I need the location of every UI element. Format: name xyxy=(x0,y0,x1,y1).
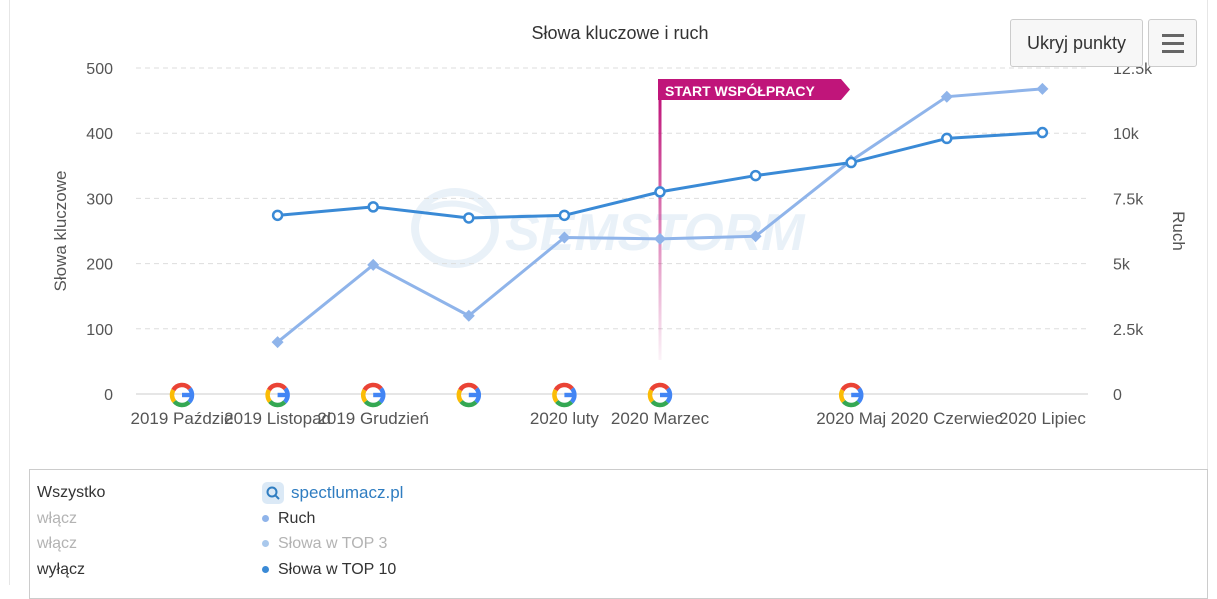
x-tick-label: 2020 Marzec xyxy=(611,409,710,428)
axis-labels: Słowa kluczowe i ruch 0 100 200 300 400 500 0 2.… xyxy=(51,23,1188,404)
data-point-top10[interactable] xyxy=(558,209,571,222)
y-right-title: Ruch xyxy=(1169,211,1188,251)
data-point-ruch[interactable] xyxy=(271,336,284,349)
legend-item-ruch[interactable]: Ruch xyxy=(262,506,403,532)
x-tick-label: 2020 luty xyxy=(530,409,599,428)
google-update-icon xyxy=(647,382,673,408)
google-update-icon xyxy=(456,382,482,408)
y-right-tick-label: 7.5k xyxy=(1113,191,1144,208)
domain-link[interactable]: spectlumacz.pl xyxy=(291,483,404,502)
legend-items: spectlumacz.pl Ruch Słowa w TOP 3 Słowa … xyxy=(262,480,403,582)
legend-panel: Wszystko włącz włącz wyłącz spectlumacz.… xyxy=(29,469,1208,599)
data-point-top10[interactable] xyxy=(271,209,284,222)
y-left-tick-label: 200 xyxy=(86,257,113,274)
data-point-ruch[interactable] xyxy=(558,231,571,244)
y-left-title: Słowa kluczowe xyxy=(51,171,70,292)
y-left-tick-label: 0 xyxy=(104,387,113,404)
hide-points-button[interactable]: Ukryj punkty xyxy=(1010,19,1143,67)
start-annotation: START WSPÓŁPRACY xyxy=(658,79,850,360)
y-right-tick-label: 5k xyxy=(1113,257,1131,274)
x-tick-label: 2019 Grudzień xyxy=(317,409,429,428)
y-right-tick-label: 0 xyxy=(1113,387,1122,404)
google-update-icon xyxy=(360,382,386,408)
x-tick-label: 2020 Maj xyxy=(816,409,886,428)
y-left-tick-label: 400 xyxy=(86,126,113,143)
legend-item-top3[interactable]: Słowa w TOP 3 xyxy=(262,531,403,557)
x-tick-label: 2020 Lipiec xyxy=(999,409,1086,428)
data-point-top10[interactable] xyxy=(1036,126,1049,139)
legend-dot-top3 xyxy=(262,540,269,548)
legend-label-ruch: Ruch xyxy=(278,509,316,527)
legend-label-top10: Słowa w TOP 10 xyxy=(278,560,397,578)
google-update-icon xyxy=(838,382,864,408)
data-point-ruch[interactable] xyxy=(367,258,380,271)
data-point-ruch[interactable] xyxy=(654,232,666,245)
legend-dot-top10 xyxy=(262,565,269,573)
data-point-top10[interactable] xyxy=(845,156,857,169)
keywords-traffic-chart: SEMSTORM START WSPÓŁPRACY 2019 Paździe20… xyxy=(51,23,1188,428)
start-label: START WSPÓŁPRACY xyxy=(665,82,816,99)
series xyxy=(271,82,1049,349)
data-point-top10[interactable] xyxy=(654,186,666,198)
start-line xyxy=(658,98,662,360)
data-point-ruch[interactable] xyxy=(940,90,953,103)
chart-title: Słowa kluczowe i ruch xyxy=(531,23,708,43)
y-right-tick-label: 10k xyxy=(1113,126,1140,143)
google-update-icon xyxy=(552,382,577,408)
x-tick-label: 2019 Listopad xyxy=(224,409,331,428)
frame-border-left xyxy=(9,0,10,585)
data-point-ruch[interactable] xyxy=(462,309,475,322)
google-update-icon xyxy=(169,382,195,408)
legend-toggles: Wszystko włącz włącz wyłącz xyxy=(37,480,105,582)
domain-search-icon xyxy=(262,481,284,504)
frame-border-right xyxy=(1207,0,1208,585)
hamburger-icon xyxy=(1161,33,1184,53)
grid xyxy=(136,67,1088,395)
legend-dot-ruch xyxy=(262,514,269,522)
x-tick-label: 2020 Czerwiec xyxy=(891,409,1004,428)
legend-item-top10[interactable]: Słowa w TOP 10 xyxy=(262,557,403,583)
toggle-top3[interactable]: włącz xyxy=(37,535,78,552)
data-point-top10[interactable] xyxy=(749,169,762,182)
legend-domain[interactable]: spectlumacz.pl xyxy=(262,480,403,506)
toggle-ruch[interactable]: włącz xyxy=(37,509,78,527)
data-point-ruch[interactable] xyxy=(749,230,762,243)
data-point-top10[interactable] xyxy=(941,132,953,145)
toggle-all[interactable]: Wszystko xyxy=(37,484,106,501)
y-left-tick-label: 100 xyxy=(86,322,113,339)
legend-label-top3: Słowa w TOP 3 xyxy=(278,535,388,552)
data-point-top10[interactable] xyxy=(463,212,475,224)
y-right-tick-label: 2.5k xyxy=(1113,322,1144,339)
chart-menu-button[interactable] xyxy=(1148,19,1197,67)
x-tick-label: 2019 Paździe xyxy=(130,409,233,428)
y-left-tick-label: 500 xyxy=(86,61,113,78)
start-flag xyxy=(658,79,850,100)
y-left-tick-label: 300 xyxy=(86,191,113,208)
data-point-top10[interactable] xyxy=(367,201,379,213)
google-update-icon xyxy=(265,382,290,408)
data-point-ruch[interactable] xyxy=(1036,82,1049,95)
toggle-top10[interactable]: wyłącz xyxy=(37,560,86,578)
